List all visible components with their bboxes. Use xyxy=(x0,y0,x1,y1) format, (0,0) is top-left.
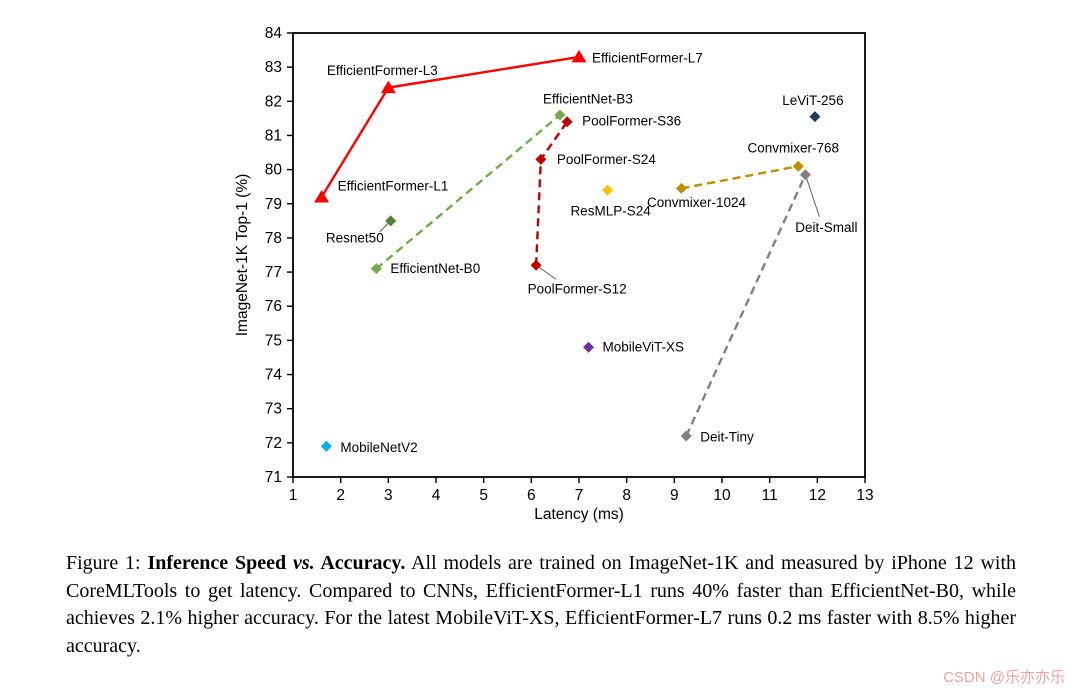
series-line-poolformer xyxy=(534,121,569,266)
series-line-deit xyxy=(685,174,807,437)
point-poolformer-s24 xyxy=(535,153,547,165)
caption-figure-label: Figure 1: xyxy=(66,552,141,574)
y-tick-label: 71 xyxy=(265,469,282,486)
point-efficientformer-l3 xyxy=(380,80,396,94)
x-tick-label: 13 xyxy=(856,487,873,504)
y-tick-label: 79 xyxy=(265,196,282,213)
x-tick-label: 10 xyxy=(713,487,731,504)
point-efficientnet-b0 xyxy=(370,263,382,275)
point-mobilenetv2 xyxy=(320,440,332,452)
point-resmlp-s24 xyxy=(602,184,614,196)
label-levit-256: LeViT-256 xyxy=(782,93,843,108)
y-tick-label: 83 xyxy=(265,59,282,76)
label-efficientnet-b3: EfficientNet-B3 xyxy=(543,91,633,106)
x-axis-title: Latency (ms) xyxy=(534,506,624,523)
x-tick-label: 12 xyxy=(809,487,826,504)
y-tick-label: 73 xyxy=(265,401,282,418)
y-tick-label: 78 xyxy=(265,230,282,247)
leader-line-deit-small xyxy=(804,174,820,217)
point-mobilevit-xs xyxy=(583,341,595,353)
label-resmlp-s24: ResMLP-S24 xyxy=(570,204,651,219)
scatter-chart: 1 2 3 4 5 6 7 8 9 10 11 12 13 71 72 73 74 75 76 77 78 79 80 81 8… xyxy=(234,25,874,523)
caption-title-part1: Inference Speed xyxy=(147,552,287,574)
x-tick-label: 3 xyxy=(384,487,393,504)
label-efficientformer-l1: EfficientFormer-L1 xyxy=(338,178,449,193)
point-convmixer-1024 xyxy=(675,182,687,194)
point-efficientnet-b3 xyxy=(554,109,566,121)
point-efficientformer-l7 xyxy=(571,49,587,63)
point-poolformer-s12 xyxy=(530,259,542,271)
x-tick-label: 5 xyxy=(479,487,488,504)
label-efficientformer-l3: EfficientFormer-L3 xyxy=(327,63,438,78)
point-deit-small xyxy=(799,169,811,181)
x-tick-label: 7 xyxy=(575,487,584,504)
series-line-convmixer xyxy=(681,165,799,190)
series-line-efficientnet xyxy=(375,114,561,270)
y-axis-title: ImageNet-1K Top-1 (%) xyxy=(234,174,251,337)
label-deit-small: Deit-Small xyxy=(795,220,857,235)
label-mobilevit-xs: MobileViT-XS xyxy=(603,340,685,355)
label-deit-tiny: Deit-Tiny xyxy=(700,430,754,445)
point-efficientformer-l1 xyxy=(314,189,330,203)
label-efficientformer-l7: EfficientFormer-L7 xyxy=(592,50,703,65)
x-tick-label: 8 xyxy=(622,487,631,504)
x-tick-label: 6 xyxy=(527,487,536,504)
x-tick-label: 11 xyxy=(762,487,778,504)
y-tick-label: 80 xyxy=(265,162,283,179)
chart-canvas: 1 2 3 4 5 6 7 8 9 10 11 12 1371727374757677787980818… xyxy=(234,25,874,523)
label-poolformer-s12: PoolFormer-S12 xyxy=(528,282,627,297)
label-efficientnet-b0: EfficientNet-B0 xyxy=(390,261,480,276)
y-tick-label: 76 xyxy=(265,298,282,315)
y-tick-label: 75 xyxy=(265,332,282,349)
y-tick-label: 82 xyxy=(265,93,282,110)
label-poolformer-s24: PoolFormer-S24 xyxy=(557,152,657,167)
y-tick-label: 77 xyxy=(265,264,282,281)
label-poolformer-s36: PoolFormer-S36 xyxy=(582,113,681,128)
caption-title-part2: Accuracy. xyxy=(320,552,406,574)
watermark: CSDN @乐亦亦乐 xyxy=(943,669,1065,686)
point-resnet50 xyxy=(385,215,397,227)
figure-caption: Figure 1: Inference Speed vs. Accuracy. … xyxy=(66,550,1016,660)
x-tick-label: 2 xyxy=(336,487,345,504)
caption-title-vs: vs. xyxy=(292,552,315,574)
y-tick-label: 84 xyxy=(265,25,283,42)
x-tick-label: 1 xyxy=(289,487,298,504)
leader-line-poolformer-s12 xyxy=(535,264,557,280)
x-tick-label: 4 xyxy=(432,487,441,504)
point-convmixer-768 xyxy=(792,160,804,172)
point-deit-tiny xyxy=(680,430,692,442)
point-poolformer-s36 xyxy=(561,116,573,128)
y-tick-label: 72 xyxy=(265,435,282,452)
y-tick-label: 74 xyxy=(265,367,283,384)
label-convmixer-1024: Convmixer-1024 xyxy=(647,195,747,210)
y-tick-label: 81 xyxy=(265,127,282,144)
point-levit-256 xyxy=(809,111,821,123)
label-mobilenetv2: MobileNetV2 xyxy=(340,440,417,455)
x-tick-label: 9 xyxy=(670,487,679,504)
label-resnet50: Resnet50 xyxy=(326,230,384,245)
caption-title: Inference Speed vs. Accuracy. xyxy=(147,552,405,574)
caption-body: All models are trained on ImageNet-1K an… xyxy=(66,552,1017,657)
label-convmixer-768: Convmixer-768 xyxy=(747,141,839,156)
